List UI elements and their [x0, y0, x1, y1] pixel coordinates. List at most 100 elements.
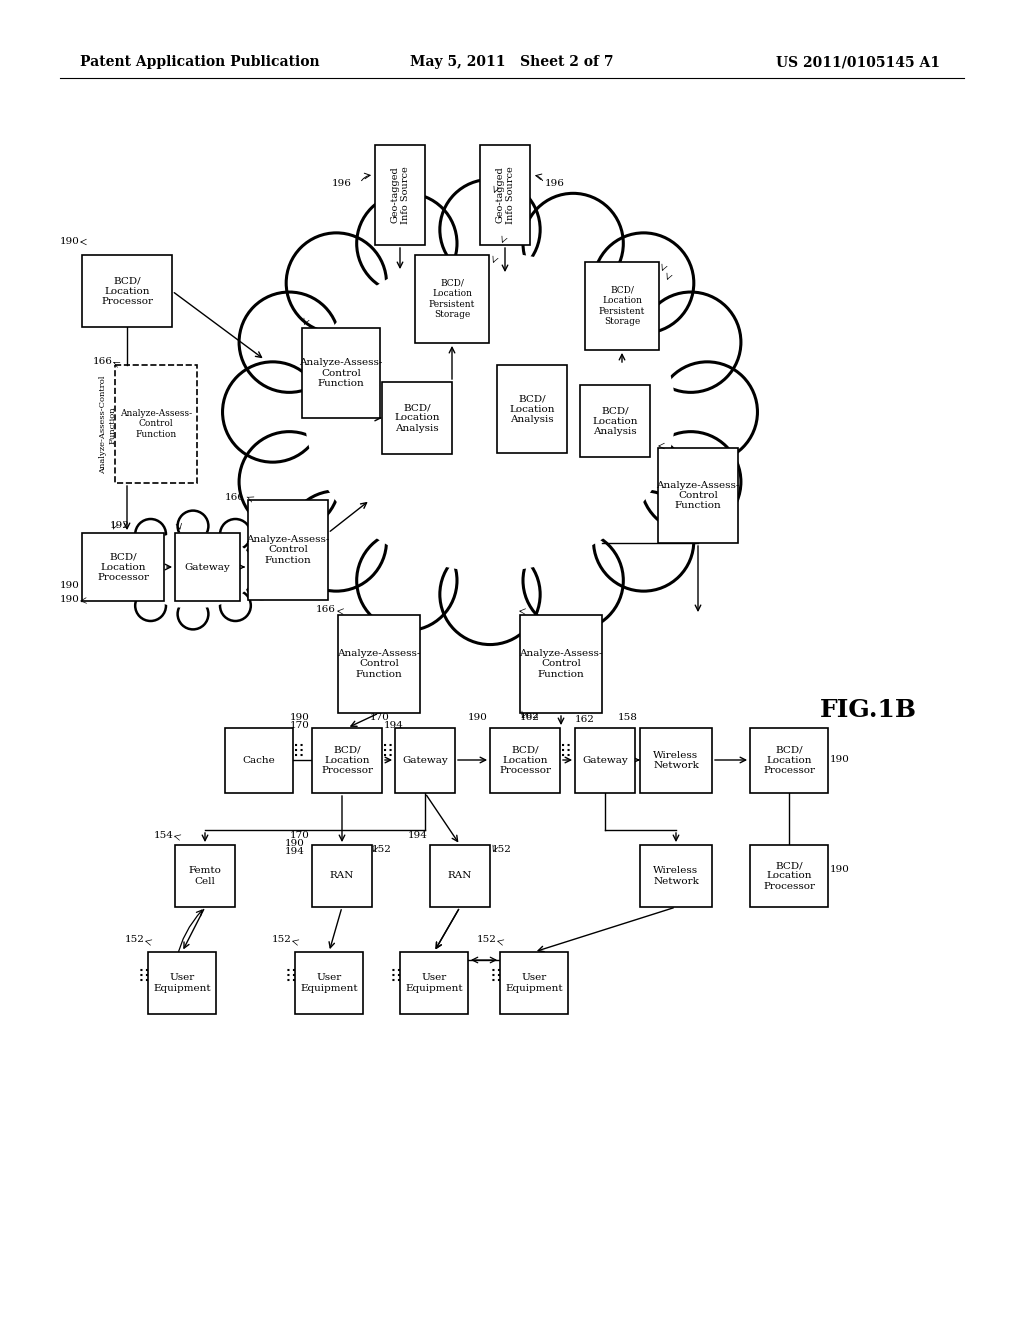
Text: Analyze-Assess-
Control
Function: Analyze-Assess- Control Function — [656, 480, 739, 511]
Text: Analyze-Assess-
Control
Function: Analyze-Assess- Control Function — [519, 649, 603, 678]
Circle shape — [594, 491, 694, 591]
Ellipse shape — [304, 252, 676, 572]
Ellipse shape — [105, 515, 281, 624]
Text: 194: 194 — [384, 721, 403, 730]
Text: RAN: RAN — [447, 871, 472, 880]
Text: Analyze-Assess-Control
Function: Analyze-Assess-Control Function — [99, 376, 117, 474]
Circle shape — [239, 292, 339, 392]
Text: Cache: Cache — [243, 756, 275, 766]
Text: 192: 192 — [665, 273, 685, 282]
Text: BCD/
Location
Analysis: BCD/ Location Analysis — [509, 395, 555, 424]
Text: May 5, 2011   Sheet 2 of 7: May 5, 2011 Sheet 2 of 7 — [411, 55, 613, 69]
Text: 166: 166 — [498, 606, 518, 615]
Text: 192: 192 — [492, 256, 512, 264]
Circle shape — [220, 519, 251, 550]
Text: 192: 192 — [492, 186, 512, 194]
Text: Analyze-Assess-
Control
Function: Analyze-Assess- Control Function — [120, 409, 193, 438]
FancyBboxPatch shape — [400, 952, 468, 1014]
FancyBboxPatch shape — [750, 845, 828, 907]
Text: 196: 196 — [332, 178, 352, 187]
Text: 170: 170 — [290, 721, 310, 730]
Text: BCD/
Location
Persistent
Storage: BCD/ Location Persistent Storage — [599, 286, 645, 326]
Circle shape — [523, 193, 624, 293]
Text: Geo-tagged
Info Source: Geo-tagged Info Source — [390, 166, 410, 224]
Circle shape — [356, 531, 457, 631]
Text: 170: 170 — [290, 830, 310, 840]
Circle shape — [440, 544, 541, 644]
FancyBboxPatch shape — [175, 845, 234, 907]
Text: 112: 112 — [178, 519, 198, 528]
Text: Gateway: Gateway — [402, 756, 447, 766]
Text: 166: 166 — [225, 492, 245, 502]
Circle shape — [109, 541, 139, 572]
FancyBboxPatch shape — [750, 729, 828, 793]
Text: 196: 196 — [545, 178, 565, 187]
FancyBboxPatch shape — [480, 145, 530, 246]
FancyBboxPatch shape — [580, 385, 650, 457]
Text: 190: 190 — [384, 367, 403, 376]
FancyBboxPatch shape — [640, 729, 712, 793]
Text: 152: 152 — [125, 936, 145, 945]
FancyBboxPatch shape — [500, 952, 568, 1014]
Text: Analyze-Assess-
Control
Function: Analyze-Assess- Control Function — [337, 649, 421, 678]
FancyBboxPatch shape — [148, 952, 216, 1014]
Text: 158: 158 — [618, 714, 638, 722]
Text: RAN: RAN — [330, 871, 354, 880]
Text: FIG.1B: FIG.1B — [820, 698, 918, 722]
Text: 190: 190 — [60, 582, 80, 590]
Text: 166: 166 — [636, 440, 656, 449]
FancyBboxPatch shape — [82, 533, 164, 601]
Circle shape — [220, 590, 251, 620]
Circle shape — [356, 193, 457, 293]
FancyBboxPatch shape — [585, 261, 659, 350]
Circle shape — [286, 232, 386, 333]
Text: Patent Application Publication: Patent Application Publication — [80, 55, 319, 69]
Text: 162: 162 — [575, 715, 595, 725]
Text: 190: 190 — [830, 866, 850, 874]
FancyBboxPatch shape — [658, 447, 738, 543]
Circle shape — [177, 598, 209, 630]
Text: Gateway: Gateway — [184, 562, 230, 572]
Text: 152: 152 — [272, 936, 292, 945]
Text: US 2011/0105145 A1: US 2011/0105145 A1 — [776, 55, 940, 69]
FancyBboxPatch shape — [640, 845, 712, 907]
Text: BCD/
Location
Processor: BCD/ Location Processor — [97, 552, 150, 582]
Circle shape — [657, 362, 758, 462]
FancyBboxPatch shape — [225, 729, 293, 793]
Circle shape — [246, 568, 278, 599]
Text: BCD/
Location
Processor: BCD/ Location Processor — [499, 746, 551, 775]
Text: 190: 190 — [499, 354, 519, 363]
Text: BCD/
Location
Analysis: BCD/ Location Analysis — [592, 407, 638, 436]
Circle shape — [440, 180, 541, 280]
Circle shape — [641, 292, 741, 392]
FancyBboxPatch shape — [312, 729, 382, 793]
Text: Geo-tagged
Info Source: Geo-tagged Info Source — [496, 166, 515, 224]
Text: BCD/
Location
Processor: BCD/ Location Processor — [763, 746, 815, 775]
Text: 166: 166 — [302, 318, 322, 326]
Circle shape — [594, 232, 694, 333]
FancyBboxPatch shape — [302, 327, 380, 418]
Text: User
Equipment: User Equipment — [300, 973, 357, 993]
Text: BCD/
Location
Processor: BCD/ Location Processor — [321, 746, 373, 775]
FancyBboxPatch shape — [295, 952, 362, 1014]
Text: 192: 192 — [110, 520, 130, 529]
Text: 194: 194 — [285, 846, 305, 855]
FancyBboxPatch shape — [115, 366, 197, 483]
FancyBboxPatch shape — [520, 615, 602, 713]
Circle shape — [239, 432, 339, 532]
FancyBboxPatch shape — [248, 500, 328, 601]
Circle shape — [135, 590, 166, 620]
Circle shape — [109, 568, 139, 599]
Circle shape — [222, 362, 323, 462]
Text: ...: ... — [456, 186, 474, 205]
Text: Wireless
Network: Wireless Network — [653, 751, 699, 770]
Text: 190: 190 — [830, 755, 850, 764]
Text: Analyze-Assess-
Control
Function: Analyze-Assess- Control Function — [299, 358, 383, 388]
FancyBboxPatch shape — [375, 145, 425, 246]
Text: User
Equipment: User Equipment — [505, 973, 563, 993]
FancyBboxPatch shape — [430, 845, 490, 907]
Text: 166: 166 — [93, 358, 113, 367]
Text: BCD/
Location
Analysis: BCD/ Location Analysis — [394, 403, 439, 433]
Text: 190: 190 — [60, 238, 80, 247]
Ellipse shape — [225, 183, 755, 640]
